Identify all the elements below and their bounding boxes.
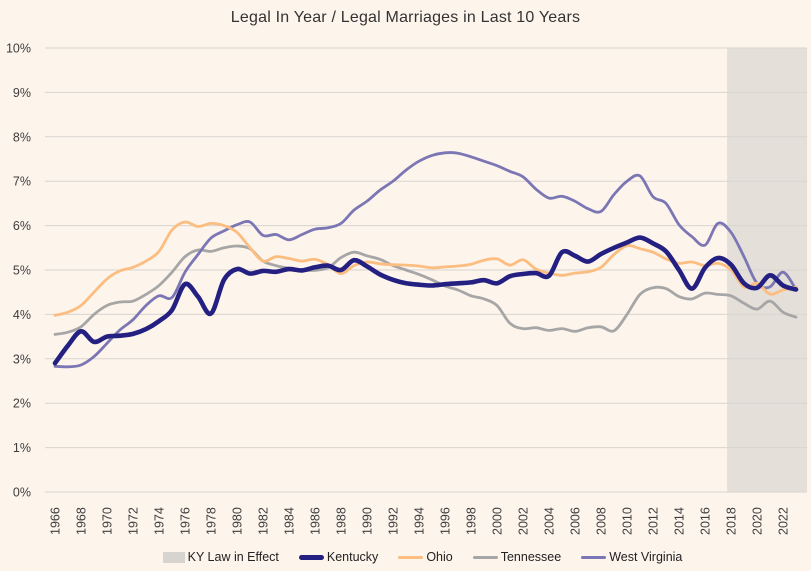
x-tick-label: 1990 [361, 507, 375, 535]
x-tick-label: 2020 [751, 507, 765, 535]
chart-legend: KY Law in Effect Kentucky Ohio Tennessee… [0, 546, 811, 568]
x-tick-label: 1980 [231, 507, 245, 535]
legend-item-ohio: Ohio [398, 550, 453, 564]
x-tick-label: 1976 [179, 507, 193, 535]
x-tick-label: 1978 [205, 507, 219, 535]
legend-label-ohio: Ohio [426, 550, 453, 564]
y-tick-label: 8% [13, 130, 31, 144]
y-tick-label: 1% [13, 441, 31, 455]
legend-item-ky-law: KY Law in Effect [162, 550, 279, 564]
x-tick-label: 2008 [595, 507, 609, 535]
x-tick-label: 2014 [673, 507, 687, 535]
x-tick-label: 2018 [725, 507, 739, 535]
x-tick-label: 1996 [439, 507, 453, 535]
x-tick-label: 1986 [309, 507, 323, 535]
y-tick-label: 2% [13, 397, 31, 411]
legend-label-tennessee: Tennessee [500, 550, 562, 564]
x-tick-label: 1992 [387, 507, 401, 535]
x-tick-label: 2002 [517, 507, 531, 535]
x-tick-label: 1994 [413, 507, 427, 535]
y-tick-label: 3% [13, 352, 31, 366]
x-tick-label: 2012 [647, 507, 661, 535]
x-tick-label: 2022 [777, 507, 791, 535]
legend-label-kentucky: Kentucky [326, 550, 379, 564]
legend-swatch-kentucky [298, 554, 324, 560]
x-tick-label: 2016 [699, 507, 713, 535]
x-tick-label: 1972 [127, 507, 141, 535]
series-line-kentucky [52, 235, 799, 366]
legend-swatch-ky-law [162, 551, 185, 563]
x-tick-label: 2010 [621, 507, 635, 535]
legend-label-west-virginia: West Virginia [609, 550, 683, 564]
x-tick-label: 1974 [153, 507, 167, 535]
x-tick-label: 1984 [283, 507, 297, 535]
x-tick-label: 2004 [543, 507, 557, 535]
y-tick-label: 10% [6, 42, 31, 56]
y-tick-label: 6% [13, 219, 31, 233]
x-tick-label: 1968 [75, 507, 89, 535]
y-tick-label: 0% [13, 486, 31, 500]
x-tick-label: 2000 [491, 507, 505, 535]
x-tick-label: 1982 [257, 507, 271, 535]
legend-swatch-tennessee [472, 555, 498, 559]
legend-label-ky-law: KY Law in Effect [187, 550, 279, 564]
chart-title: Legal In Year / Legal Marriages in Last … [230, 9, 581, 26]
x-tick-label: 1998 [465, 507, 479, 535]
y-tick-label: 4% [13, 308, 31, 322]
series-line-west-virginia [53, 151, 798, 369]
legend-item-west-virginia: West Virginia [581, 550, 682, 564]
x-tick-label: 1970 [101, 507, 115, 535]
legend-item-kentucky: Kentucky [298, 550, 379, 564]
y-tick-label: 5% [13, 264, 31, 278]
legend-item-tennessee: Tennessee [472, 550, 562, 564]
x-tick-label: 1988 [335, 507, 349, 535]
series-line-tennessee [53, 244, 798, 336]
x-tick-label: 1966 [49, 507, 63, 535]
legend-swatch-ohio [398, 555, 424, 559]
x-tick-label: 2006 [569, 507, 583, 535]
y-tick-label: 7% [13, 175, 31, 189]
y-tick-label: 9% [13, 86, 31, 100]
legend-swatch-west-virginia [581, 555, 607, 559]
